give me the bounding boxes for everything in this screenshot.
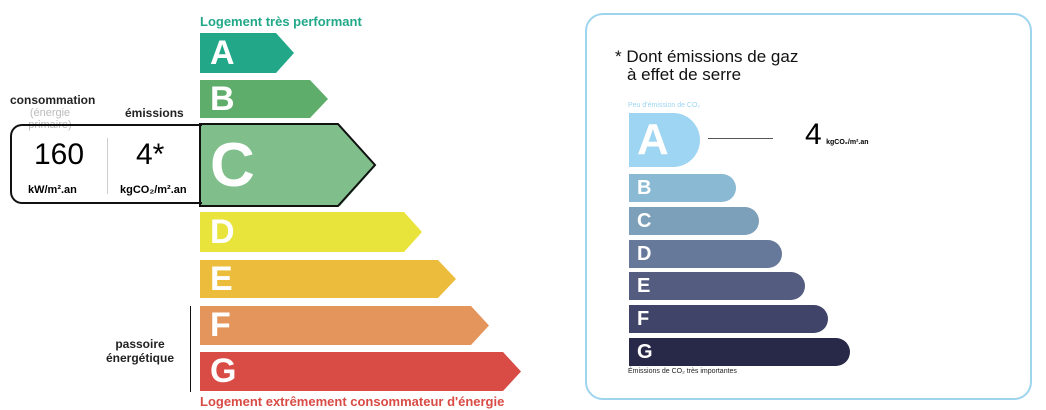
emissions-unit: kgCO₂/m².an	[120, 184, 187, 196]
ges-title: * Dont émissions de gaz à effet de serre	[615, 48, 798, 84]
energy-class-c: C	[200, 125, 376, 206]
class-letter: D	[210, 212, 235, 251]
passoire-bracket	[190, 306, 191, 392]
class-letter: F	[637, 307, 650, 330]
ges-class-c: C	[629, 207, 759, 235]
energy-class-f: F	[200, 306, 489, 345]
ges-class-a: A	[629, 113, 700, 167]
consumption-label: consommation (énergie primaire)	[10, 93, 96, 131]
ges-value: 4 kgCO₂/m².an	[805, 118, 869, 152]
class-letter: B	[637, 176, 652, 199]
ges-class-e: E	[629, 272, 805, 300]
ges-class-g: G	[629, 338, 850, 366]
ges-title-line1: * Dont émissions de gaz	[615, 47, 799, 66]
energy-class-b: B	[200, 80, 328, 118]
ges-class-b: B	[629, 174, 736, 202]
top-label: Logement très performant	[200, 14, 362, 29]
consumption-value: 160	[34, 138, 85, 171]
class-letter: G	[210, 352, 237, 390]
consumption-title: consommation	[10, 93, 96, 107]
emissions-label: émissions	[125, 106, 184, 120]
energy-class-d: D	[200, 212, 422, 252]
class-letter: C	[637, 209, 652, 232]
current-rating-box: 160 kW/m².an 4* kgCO₂/m².an	[10, 124, 202, 204]
ges-bottom-label: Émissions de CO₂ très importantes	[628, 368, 737, 375]
ges-value-unit: kgCO₂/m².an	[826, 139, 869, 146]
ges-class-f: F	[629, 305, 828, 333]
bottom-label: Logement extrêmement consommateur d'éner…	[200, 394, 505, 409]
emissions-value: 4*	[136, 138, 165, 171]
energy-class-e: E	[200, 260, 456, 298]
ges-class-d: D	[629, 240, 782, 268]
class-letter: A	[637, 115, 669, 164]
consumption-unit: kW/m².an	[28, 184, 77, 196]
class-letter: E	[637, 274, 651, 297]
energy-class-a: A	[200, 33, 294, 73]
class-letter: G	[637, 340, 653, 363]
ges-pointer-line	[708, 138, 773, 139]
class-letter: A	[210, 33, 235, 72]
ges-value-number: 4	[805, 118, 822, 151]
class-letter: E	[210, 259, 233, 298]
divider	[107, 138, 108, 194]
class-letter: B	[210, 79, 235, 118]
class-letter: F	[210, 306, 231, 344]
current-arrow-outline	[199, 123, 377, 207]
class-letter: C	[210, 131, 255, 200]
energy-class-g: G	[200, 352, 521, 391]
ges-top-label: Peu d'émission de CO₂	[628, 102, 701, 109]
passoire-label: passoire énergétique	[105, 337, 174, 365]
ges-title-line2: à effet de serre	[627, 65, 742, 84]
class-letter: D	[637, 242, 652, 265]
ges-panel	[585, 13, 1032, 400]
